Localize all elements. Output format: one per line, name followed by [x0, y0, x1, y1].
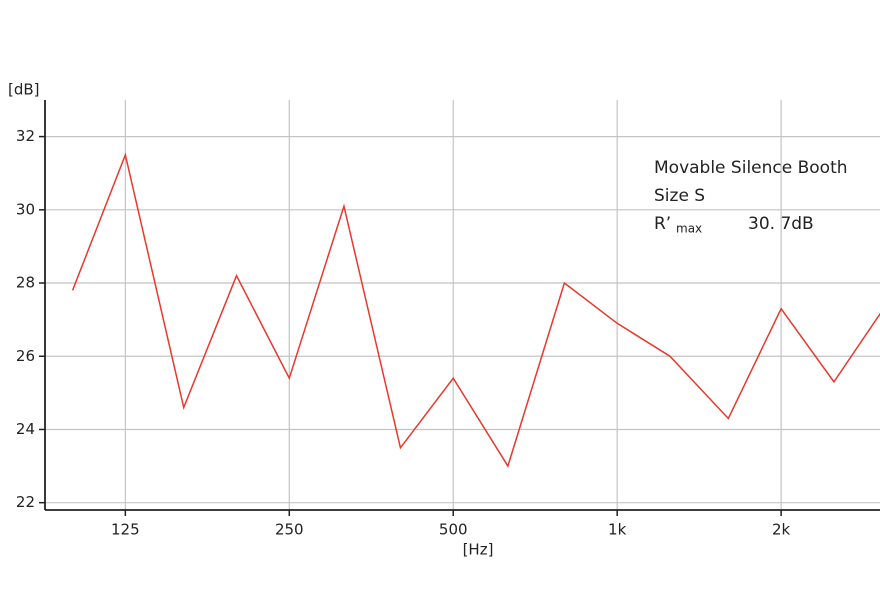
y-tick-label: 24 — [16, 420, 35, 438]
data-line — [71, 152, 880, 468]
annotation-subscript: max — [676, 222, 702, 236]
x-tick-label: 2k — [772, 521, 791, 539]
y-tick-label: 30 — [16, 200, 35, 218]
x-tick-label: 1k — [608, 521, 627, 539]
x-tick-label: 125 — [111, 521, 140, 539]
y-axis-label: [dB] — [8, 81, 40, 99]
x-tick-label: 250 — [275, 521, 304, 539]
y-tick-label: 26 — [16, 347, 35, 365]
y-tick-label: 32 — [16, 127, 35, 145]
y-tick-label: 28 — [16, 274, 35, 292]
x-axis-label: [Hz] — [463, 541, 494, 559]
annotation-line: Movable Silence Booth — [654, 158, 848, 178]
x-tick-label: 500 — [439, 521, 468, 539]
annotation-line: Size S — [654, 186, 705, 206]
y-tick-label: 22 — [16, 493, 35, 511]
annotation-symbol: R’ — [654, 214, 671, 234]
